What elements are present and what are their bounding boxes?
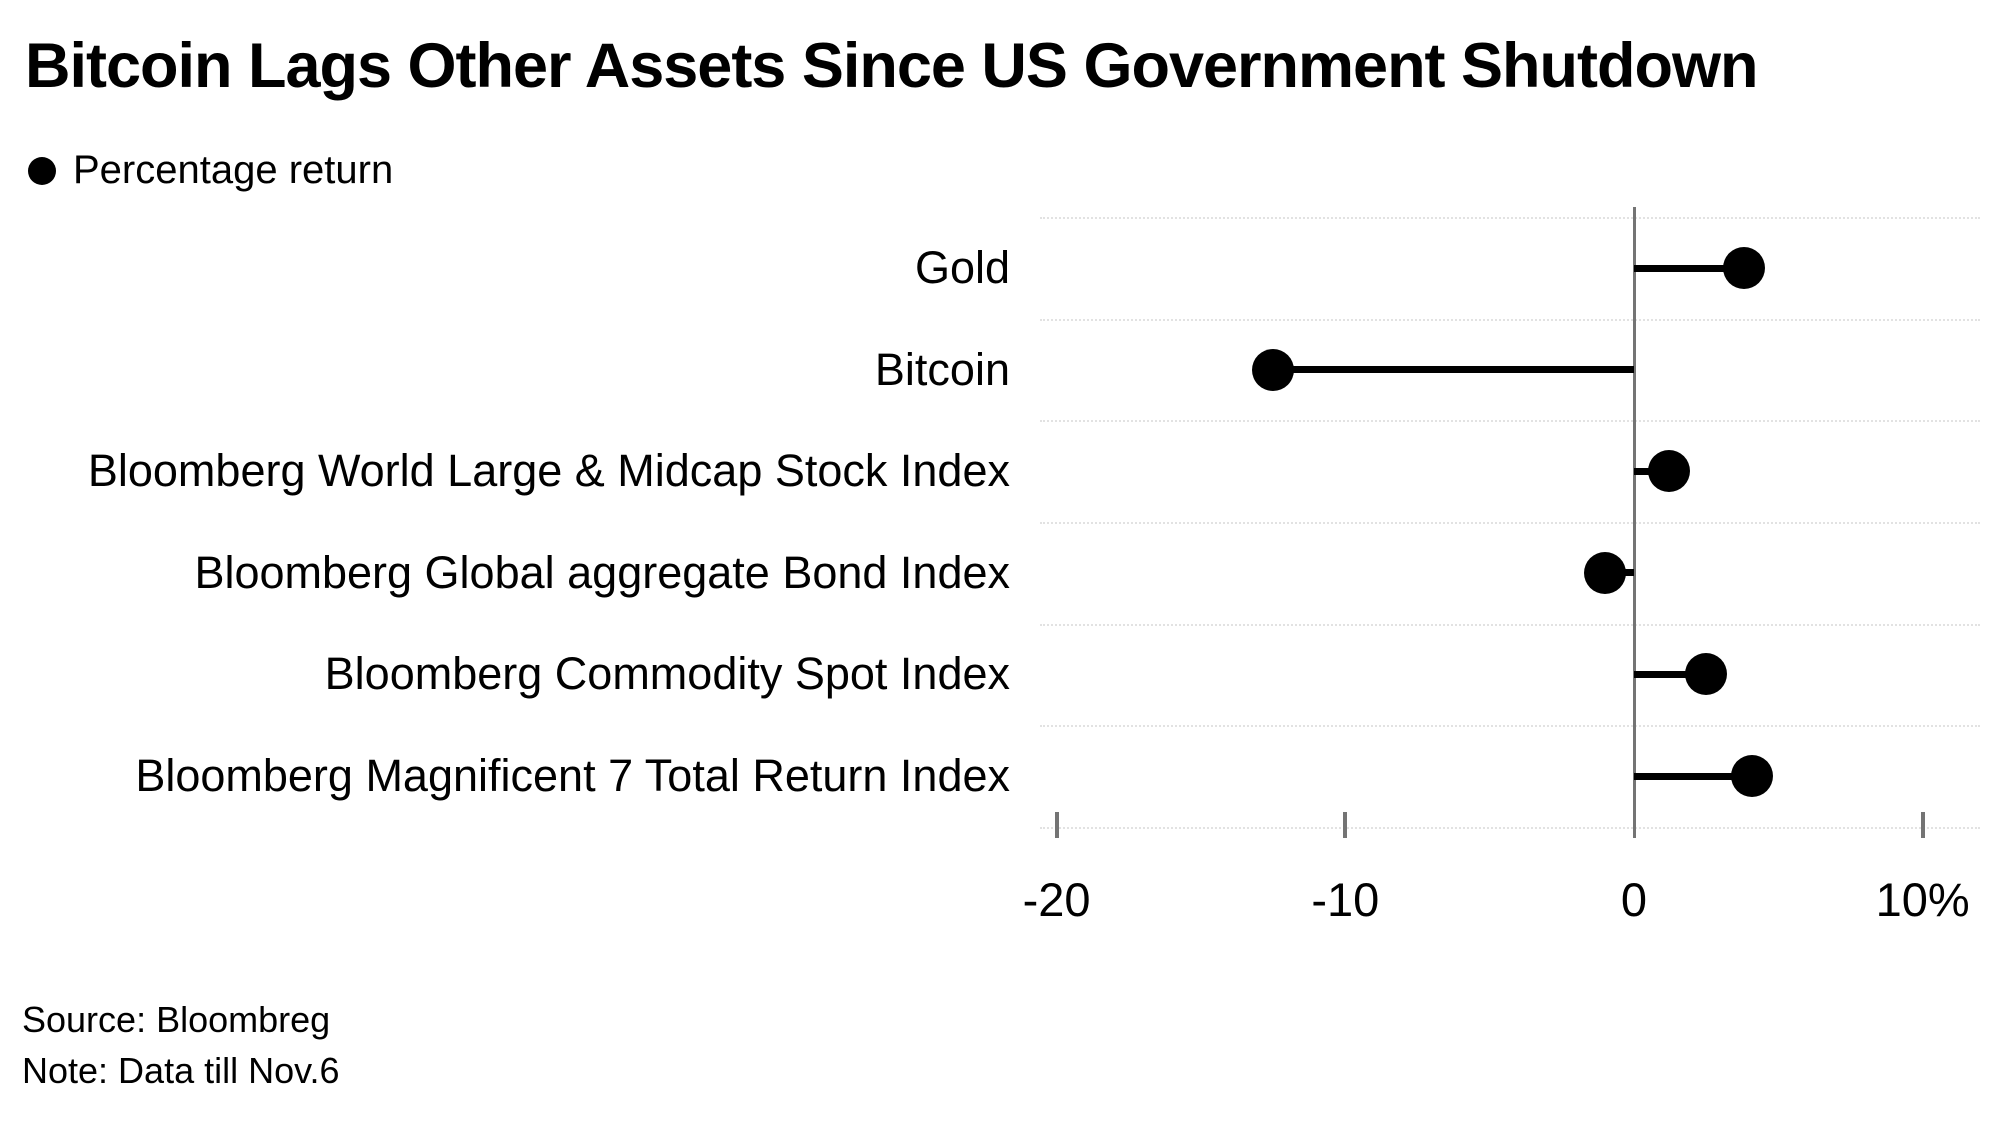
row-separator-line xyxy=(1040,420,1980,423)
legend-label: Percentage return xyxy=(73,148,394,192)
source-line: Source: Bloombreg xyxy=(22,999,331,1040)
category-label: Gold xyxy=(914,242,1010,293)
value-dot xyxy=(1252,348,1295,391)
value-dot xyxy=(1731,755,1774,797)
x-axis-tick xyxy=(1343,812,1348,838)
category-label: Bloomberg World Large & Midcap Stock Ind… xyxy=(87,445,1010,497)
x-axis-tick-label: 0 xyxy=(1620,873,1648,926)
chart-title: Bitcoin Lags Other Assets Since US Gover… xyxy=(25,31,1758,101)
note-line: Note: Data till Nov.6 xyxy=(22,1050,340,1092)
category-label: Bloomberg Commodity Spot Index xyxy=(324,648,1010,700)
row-separator-line xyxy=(1040,318,1980,321)
row-separator-line xyxy=(1040,623,1980,626)
value-dot xyxy=(1584,551,1627,594)
value-dot xyxy=(1685,653,1728,696)
x-axis-tick-label: -20 xyxy=(1022,873,1091,926)
chart-legend: Percentage return xyxy=(28,148,393,193)
x-axis-tick xyxy=(1054,812,1059,838)
value-dot xyxy=(1722,247,1765,289)
row-separator-line xyxy=(1040,217,1980,220)
footer-notes: Source: Bloombreg Note: Data till Nov.6 xyxy=(22,994,339,1096)
value-stem xyxy=(1273,366,1634,374)
x-axis-tick-label: -10 xyxy=(1311,873,1380,926)
value-stem xyxy=(1634,772,1753,780)
x-axis-tick-label: 10% xyxy=(1875,873,1970,926)
category-label: Bitcoin xyxy=(874,343,1010,395)
category-label: Bloomberg Magnificent 7 Total Return Ind… xyxy=(135,750,1010,801)
category-label: Bloomberg Global aggregate Bond Index xyxy=(194,546,1010,598)
value-stem xyxy=(1634,264,1744,272)
value-dot xyxy=(1647,450,1690,493)
legend-dot-icon xyxy=(28,156,56,185)
x-axis-tick xyxy=(1920,812,1925,838)
row-separator-line xyxy=(1040,725,1980,728)
value-stem xyxy=(1634,670,1707,678)
row-separator-line xyxy=(1040,826,1980,829)
row-separator-line xyxy=(1040,522,1980,524)
zero-baseline-axis xyxy=(1632,207,1636,838)
